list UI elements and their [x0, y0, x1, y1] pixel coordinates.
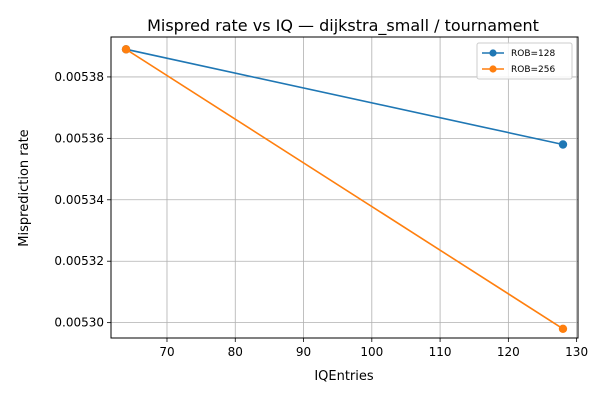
legend-box	[476, 42, 573, 80]
legend-label: ROB=128	[511, 49, 556, 59]
plot-frame	[110, 36, 579, 339]
y-axis-label: Misprediction rate	[17, 129, 32, 246]
legend: ROB=128 ROB=256	[476, 42, 573, 80]
x-tick-label: 70	[159, 345, 174, 359]
x-axis-label: IQEntries	[314, 369, 374, 384]
y-tick-label: 0.00534	[54, 193, 104, 207]
legend-marker	[489, 49, 497, 57]
series-line-0	[125, 48, 564, 146]
x-tick-label: 120	[497, 345, 520, 359]
data-point	[121, 45, 131, 54]
x-axis: 70 80 90 100 110 120 130	[159, 338, 588, 359]
legend-label: ROB=256	[511, 65, 556, 75]
x-tick-label: 90	[296, 345, 311, 359]
data-point	[558, 324, 568, 333]
x-tick-label: 100	[360, 345, 383, 359]
series-layer	[121, 45, 568, 333]
x-tick-label: 130	[565, 345, 588, 359]
x-tick-label: 80	[228, 345, 243, 359]
chart-title: Mispred rate vs IQ — dijkstra_small / to…	[147, 16, 539, 36]
y-tick-label: 0.00532	[54, 254, 104, 268]
y-tick-label: 0.00538	[54, 70, 104, 84]
y-tick-label: 0.00530	[54, 316, 104, 330]
data-point	[558, 140, 568, 149]
y-tick-label: 0.00536	[54, 131, 104, 145]
x-tick-label: 110	[429, 345, 452, 359]
series-line-1	[125, 48, 564, 330]
y-axis: 0.00530 0.00532 0.00534 0.00536 0.00538	[54, 70, 111, 330]
legend-marker	[489, 65, 497, 73]
